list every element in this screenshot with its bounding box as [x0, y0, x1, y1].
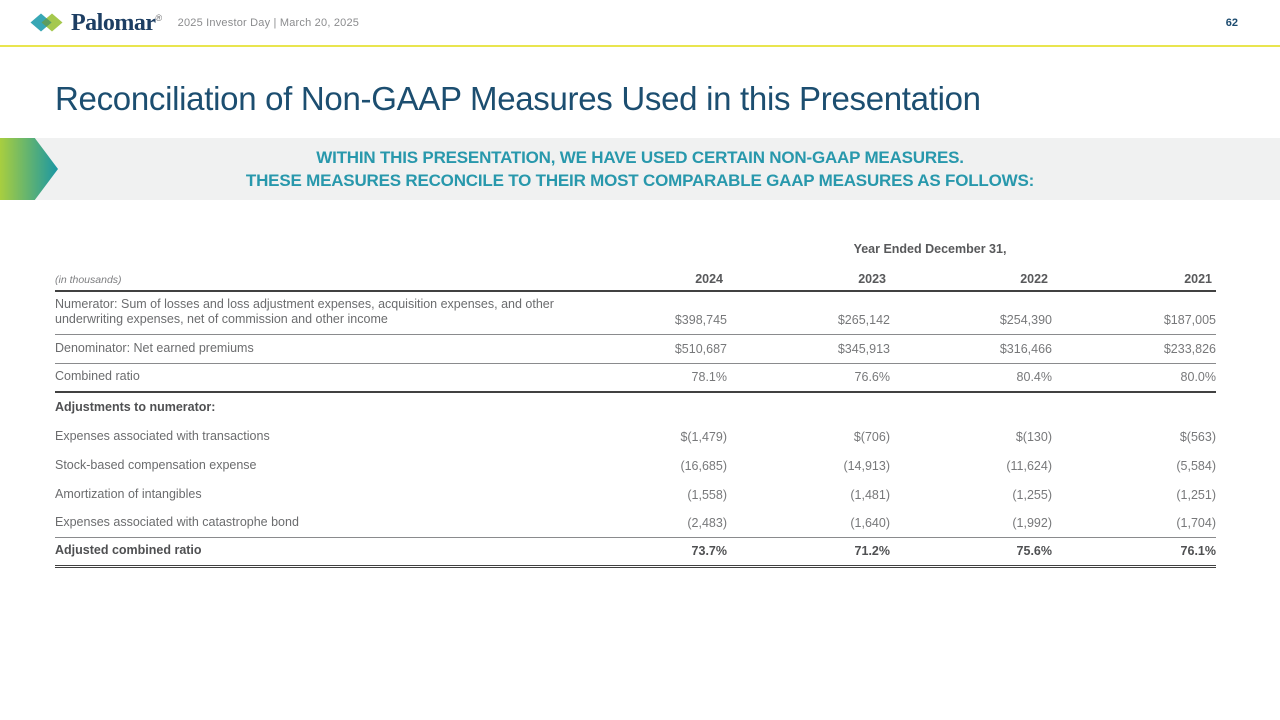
table-row: Expenses associated with transactions $(1…: [55, 422, 1216, 451]
slide-title: Reconciliation of Non-GAAP Measures Used…: [55, 80, 981, 117]
cell-value: $187,005: [1163, 313, 1216, 327]
slide-header: Palomar® 2025 Investor Day | March 20, 2…: [0, 0, 1280, 47]
logo-diamonds-icon: [30, 13, 63, 32]
cell-value: 71.2%: [854, 544, 890, 558]
cell-value: $316,466: [999, 342, 1052, 356]
table-row: Expenses associated with catastrophe bon…: [55, 509, 1216, 538]
row-label: Stock-based compensation expense: [55, 458, 257, 472]
cell-value: $254,390: [999, 313, 1052, 327]
table-span-header-row: Year Ended December 31,: [55, 236, 1216, 262]
table-row: Combined ratio 78.1% 76.6% 80.4% 80.0%: [55, 364, 1216, 393]
banner: WITHIN THIS PRESENTATION, WE HAVE USED C…: [0, 138, 1280, 200]
cell-value: 73.7%: [691, 544, 727, 558]
row-label: Adjusted combined ratio: [55, 543, 202, 557]
cell-value: (1,481): [850, 488, 890, 502]
cell-value: $265,142: [837, 313, 890, 327]
cell-value: $(563): [1179, 430, 1216, 444]
row-label: Denominator: Net earned premiums: [55, 341, 254, 355]
year-header: 2021: [1184, 272, 1212, 286]
table-row: Denominator: Net earned premiums $510,687…: [55, 335, 1216, 364]
span-header: Year Ended December 31,: [853, 242, 1007, 256]
cell-value: 76.1%: [1180, 544, 1216, 558]
table-row: Stock-based compensation expense (16,685)…: [55, 451, 1216, 480]
cell-value: $345,913: [837, 342, 890, 356]
table-row: Adjusted combined ratio 73.7% 71.2% 75.6% 76…: [55, 538, 1216, 568]
cell-value: (14,913): [843, 459, 890, 473]
cell-value: (1,704): [1176, 516, 1216, 530]
page-number: 62: [1225, 16, 1238, 29]
units-note: (in thousands): [55, 274, 122, 286]
table-header-row: (in thousands) 2024 2023 2022 2021: [55, 262, 1216, 292]
cell-value: (2,483): [687, 516, 727, 530]
cell-value: (1,992): [1012, 516, 1052, 530]
logo-wordmark: Palomar®: [71, 9, 162, 36]
cell-value: [727, 415, 890, 422]
cell-value: (11,624): [1006, 459, 1052, 473]
row-label: Adjustments to numerator:: [55, 400, 216, 414]
table-row: Adjustments to numerator:: [55, 393, 1216, 422]
cell-value: (1,251): [1176, 488, 1216, 502]
cell-value: 76.6%: [854, 370, 890, 384]
palomar-logo: Palomar®: [30, 11, 162, 35]
table-row: Numerator: Sum of losses and loss adjust…: [55, 292, 1216, 335]
row-label: Expenses associated with catastrophe bon…: [55, 515, 299, 529]
cell-value: (1,558): [687, 488, 727, 502]
reconciliation-table: Year Ended December 31, (in thousands) 202…: [55, 236, 1216, 568]
year-header: 2024: [695, 272, 723, 286]
cell-value: $510,687: [674, 342, 727, 356]
header-subtitle: 2025 Investor Day | March 20, 2025: [177, 16, 360, 29]
cell-value: (1,255): [1012, 488, 1052, 502]
table-row: Amortization of intangibles (1,558) (1,481…: [55, 480, 1216, 509]
cell-value: 75.6%: [1016, 544, 1052, 558]
cell-value: (16,685): [680, 459, 727, 473]
cell-value: [890, 415, 1052, 422]
banner-line-2: THESE MEASURES RECONCILE TO THEIR MOST C…: [245, 171, 1035, 190]
cell-value: (5,584): [1176, 459, 1216, 473]
cell-value: 80.0%: [1180, 370, 1216, 384]
cell-value: 78.1%: [691, 370, 727, 384]
row-label: Combined ratio: [55, 369, 140, 383]
row-label: Amortization of intangibles: [55, 487, 202, 501]
year-header: 2023: [858, 272, 886, 286]
year-header: 2022: [1020, 272, 1048, 286]
cell-value: (1,640): [850, 516, 890, 530]
cell-value: $(1,479): [680, 430, 727, 444]
row-label: Expenses associated with transactions: [55, 429, 270, 443]
row-label: Numerator: Sum of losses and loss adjust…: [55, 297, 554, 326]
banner-line-1: WITHIN THIS PRESENTATION, WE HAVE USED C…: [316, 148, 964, 167]
cell-value: $233,826: [1163, 342, 1216, 356]
banner-text: WITHIN THIS PRESENTATION, WE HAVE USED C…: [0, 138, 1280, 200]
cell-value: $(706): [853, 430, 890, 444]
cell-value: 80.4%: [1016, 370, 1052, 384]
cell-value: [1052, 415, 1216, 422]
cell-value: [564, 415, 727, 422]
cell-value: $398,745: [674, 313, 727, 327]
cell-value: $(130): [1015, 430, 1052, 444]
